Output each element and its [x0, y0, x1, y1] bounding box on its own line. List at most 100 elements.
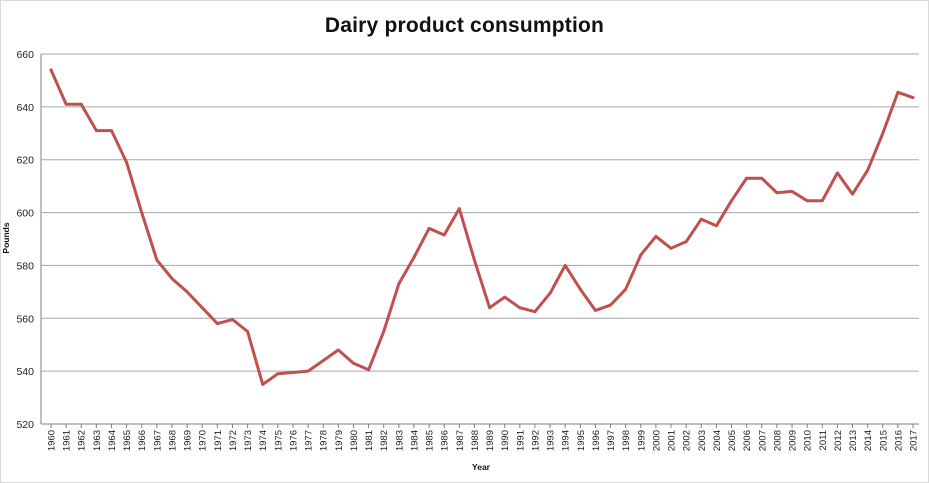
x-tick-label-1960: 1960 [47, 430, 58, 451]
x-tick-label-1983: 1983 [394, 430, 405, 451]
data-point-2002 [684, 240, 688, 244]
x-tick-label-2005: 2005 [727, 430, 738, 451]
x-tick-label-1961: 1961 [62, 430, 73, 451]
data-point-1969 [185, 290, 189, 294]
y-tick-label-560: 560 [16, 313, 34, 325]
x-tick-label-1968: 1968 [167, 430, 178, 451]
x-tick-label-1985: 1985 [425, 430, 436, 451]
data-point-1996 [594, 309, 597, 312]
data-point-1997 [609, 303, 612, 307]
x-tick-label-2015: 2015 [878, 430, 889, 451]
axes [40, 54, 919, 425]
data-point-1973 [246, 330, 250, 333]
data-point-2007 [760, 176, 764, 180]
data-point-2005 [730, 199, 733, 203]
data-point-2009 [790, 190, 794, 193]
data-point-2008 [775, 191, 779, 195]
data-point-1977 [306, 369, 310, 373]
x-tick-label-1988: 1988 [470, 430, 481, 451]
data-point-1980 [352, 361, 355, 365]
x-tick-label-2017: 2017 [909, 430, 920, 451]
data-point-1974 [261, 383, 265, 386]
x-tick-label-1996: 1996 [591, 430, 602, 451]
x-tick-label-1979: 1979 [334, 430, 345, 451]
y-tick-label-640: 640 [16, 102, 34, 114]
x-tick-label-1984: 1984 [409, 430, 420, 451]
x-tick-label-1974: 1974 [258, 430, 269, 451]
x-tick-label-2007: 2007 [757, 430, 768, 451]
x-tick-label-2001: 2001 [667, 430, 678, 451]
y-tick-label-620: 620 [16, 155, 34, 167]
data-point-1979 [336, 348, 340, 352]
data-point-1995 [578, 287, 582, 291]
x-tick-label-1990: 1990 [500, 430, 511, 451]
data-point-1976 [291, 371, 295, 374]
data-point-1967 [155, 258, 159, 262]
data-point-2000 [654, 235, 658, 238]
x-tick-label-2011: 2011 [818, 430, 829, 450]
data-point-2011 [820, 199, 824, 203]
y-axis-label: Pounds [1, 222, 11, 253]
y-axis-ticks: 520 540 560 580 600 620 640 660 [16, 49, 34, 431]
data-point-1982 [382, 330, 386, 333]
y-tick-label-540: 540 [16, 366, 34, 378]
data-point-1964 [110, 129, 113, 133]
data-point-1962 [79, 102, 83, 106]
data-point-1960 [49, 68, 53, 72]
x-tick-label-1964: 1964 [107, 430, 118, 451]
data-point-1993 [548, 291, 552, 295]
x-tick-label-1991: 1991 [515, 430, 526, 451]
x-tick-label-1978: 1978 [319, 430, 330, 451]
x-tick-label-1967: 1967 [152, 430, 163, 451]
x-tick-label-2000: 2000 [651, 430, 662, 451]
x-tick-label-2008: 2008 [772, 430, 783, 451]
data-point-2012 [836, 171, 839, 175]
data-point-1985 [427, 227, 431, 230]
data-point-2015 [881, 131, 885, 135]
x-tick-label-1986: 1986 [440, 430, 451, 451]
x-tick-label-2010: 2010 [803, 430, 814, 451]
x-tick-label-1972: 1972 [228, 430, 239, 451]
x-tick-label-2002: 2002 [682, 430, 693, 451]
x-tick-label-1998: 1998 [621, 430, 632, 451]
data-point-2003 [699, 217, 703, 221]
y-tick-label-660: 660 [16, 49, 34, 61]
data-point-2010 [805, 199, 809, 203]
x-tick-label-1966: 1966 [137, 430, 148, 451]
x-tick-label-2014: 2014 [863, 430, 874, 451]
y-tick-label-600: 600 [16, 208, 34, 220]
x-tick-label-1989: 1989 [485, 430, 496, 451]
x-tick-label-1970: 1970 [198, 430, 209, 451]
y-tick-label-520: 520 [16, 419, 34, 431]
data-point-1984 [412, 256, 416, 259]
data-point-1998 [624, 287, 628, 291]
x-tick-label-2012: 2012 [833, 430, 844, 451]
data-point-1981 [367, 368, 370, 372]
x-tick-label-1994: 1994 [561, 430, 572, 451]
data-point-1987 [457, 207, 461, 211]
data-point-1972 [231, 318, 234, 321]
data-point-1988 [473, 258, 476, 262]
x-tick-label-1981: 1981 [364, 430, 375, 451]
data-point-2014 [866, 168, 869, 172]
data-point-2017 [911, 96, 915, 99]
y-tick-label-580: 580 [16, 260, 34, 272]
data-point-1971 [216, 322, 219, 325]
data-point-1991 [518, 306, 522, 310]
series-line-0 [49, 68, 915, 386]
data-point-1994 [563, 264, 567, 267]
data-point-1961 [64, 102, 68, 106]
gridlines [41, 53, 919, 425]
x-tick-label-2013: 2013 [848, 430, 859, 451]
x-tick-label-1980: 1980 [349, 430, 360, 451]
x-tick-label-1999: 1999 [636, 430, 647, 451]
data-point-1975 [276, 372, 280, 376]
x-tick-label-2016: 2016 [893, 430, 904, 451]
x-tick-label-1969: 1969 [183, 430, 194, 451]
data-point-1983 [397, 282, 401, 286]
x-tick-label-1976: 1976 [288, 430, 299, 451]
x-tick-label-1995: 1995 [576, 430, 587, 451]
x-axis-label: Year [472, 462, 491, 472]
